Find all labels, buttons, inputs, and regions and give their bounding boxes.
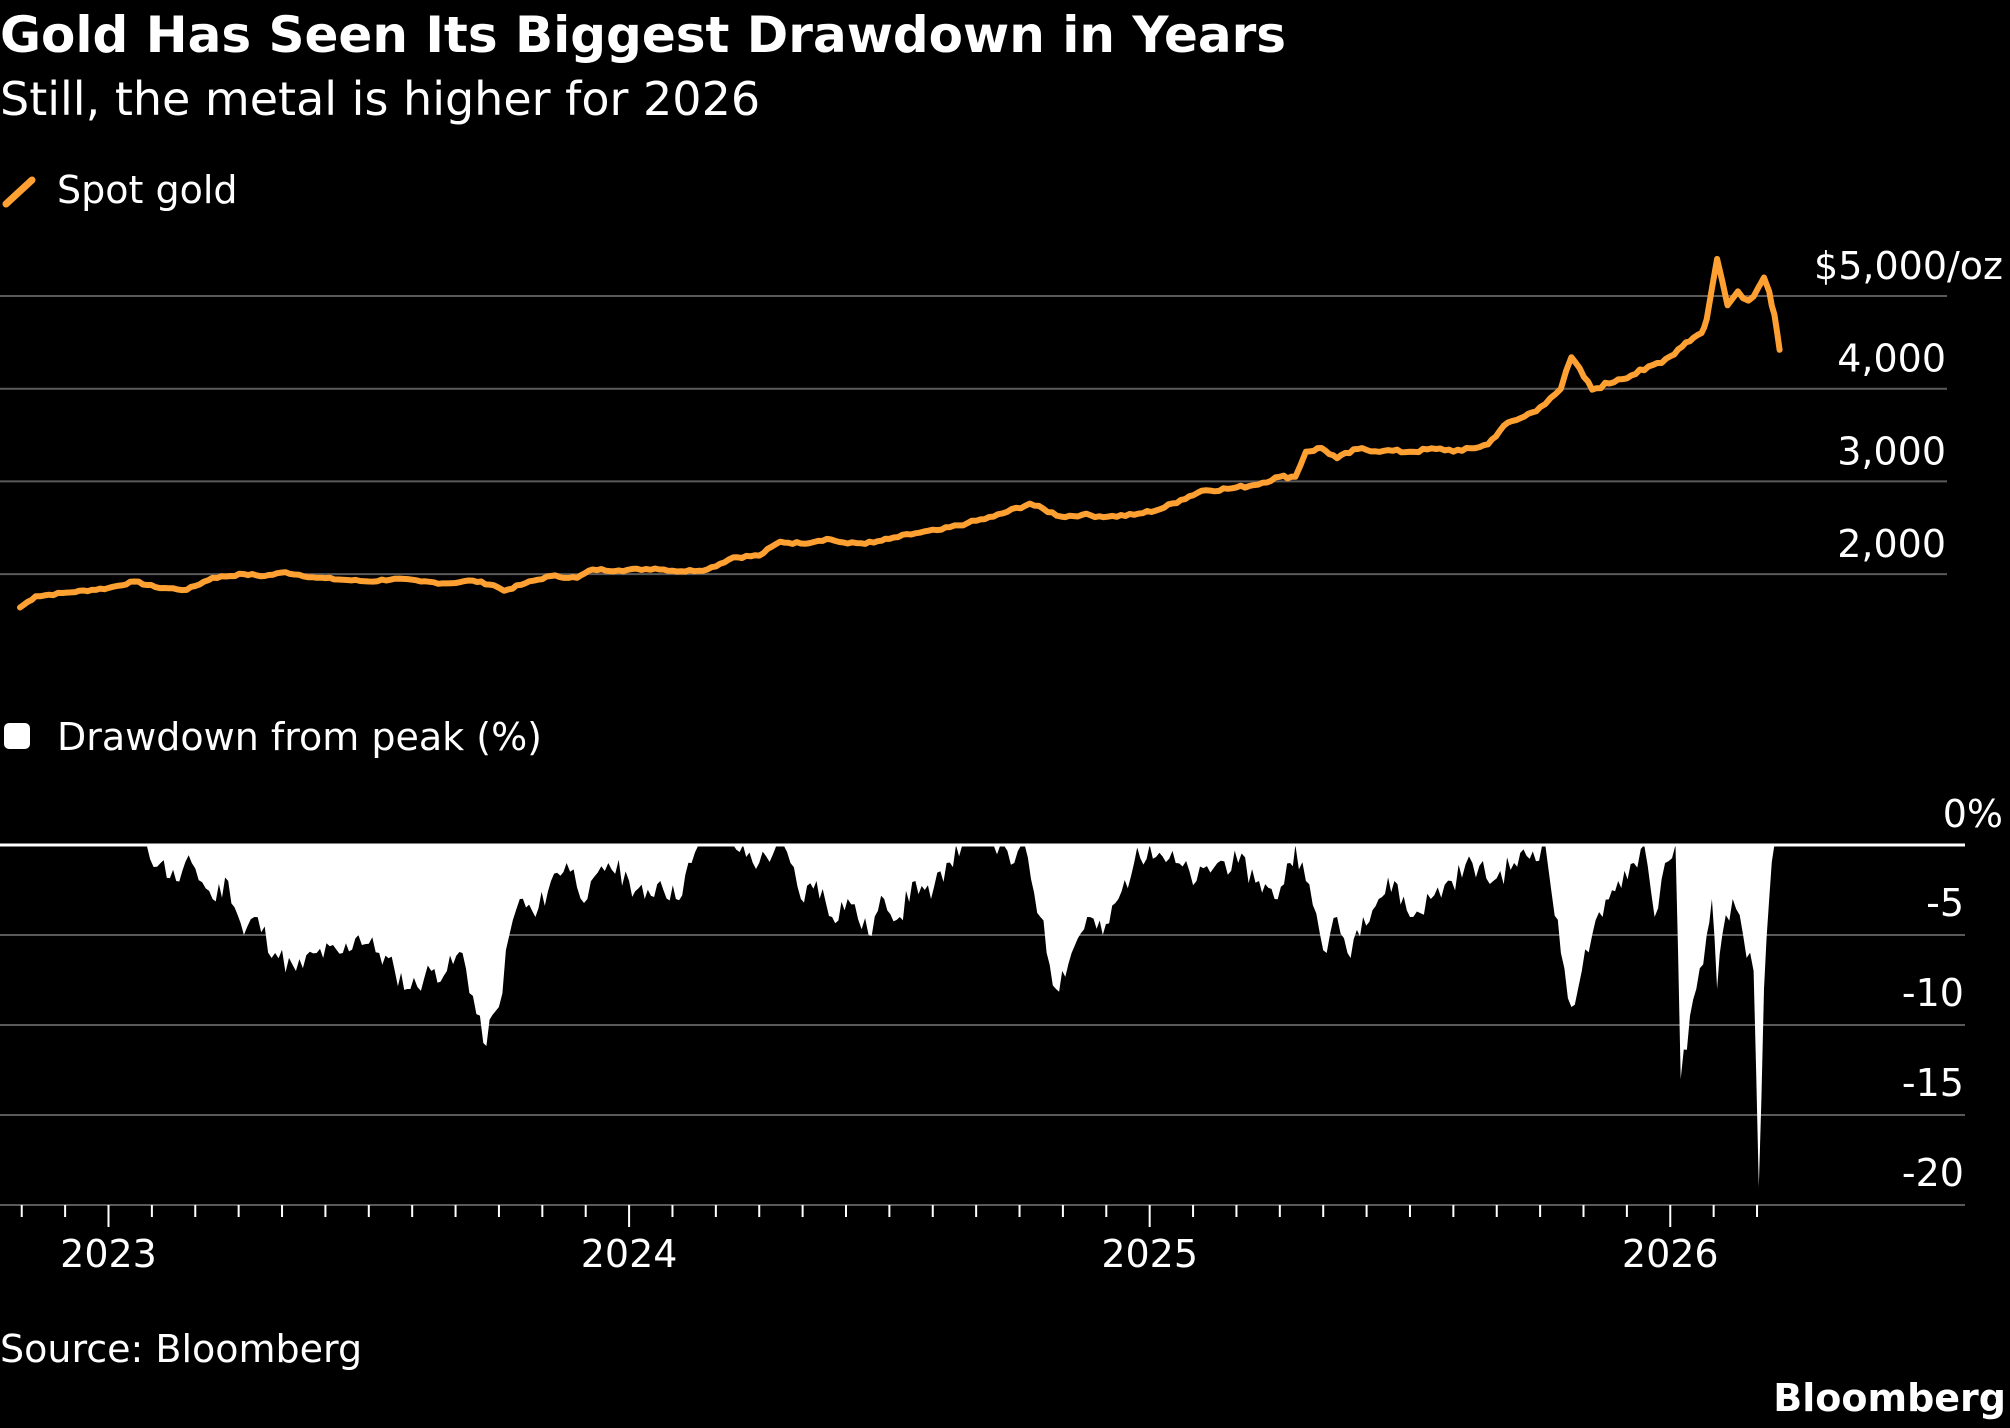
drawdown-y-tick-label: -10 [1902, 971, 1964, 1015]
x-axis: 2023 2024 2025 2026 [20, 1205, 1759, 1276]
price-y-tick-label: $5,000/oz [1814, 244, 2003, 288]
price-y-tick-label: 3,000 [1837, 429, 1946, 473]
x-tick-label-2026: 2026 [1622, 1232, 1719, 1276]
price-gridlines [0, 295, 1947, 576]
spot-gold-line [17, 255, 1783, 611]
bloomberg-logo: Bloomberg [1773, 1376, 2006, 1420]
chart-title: Gold Has Seen Its Biggest Drawdown in Ye… [0, 6, 1286, 64]
drawdown-legend-swatch [4, 723, 30, 749]
price-legend: Spot gold [2, 168, 238, 212]
drawdown-legend: Drawdown from peak (%) [4, 715, 542, 759]
x-tick-label-2025: 2025 [1101, 1232, 1198, 1276]
x-tick-label-2024: 2024 [581, 1232, 678, 1276]
drawdown-y-tick-label: -20 [1902, 1151, 1964, 1195]
drawdown-y-tick-label: -5 [1926, 881, 1964, 925]
drawdown-legend-label: Drawdown from peak (%) [57, 715, 542, 759]
spot-gold-legend-label: Spot gold [57, 168, 238, 212]
source-note: Source: Bloomberg [0, 1327, 362, 1371]
x-tick-label-2023: 2023 [60, 1232, 157, 1276]
spot-gold-legend-swatch [2, 176, 36, 208]
price-y-tick-labels: $5,000/oz 4,000 3,000 2,000 [1814, 244, 2003, 566]
price-y-tick-label: 2,000 [1837, 522, 1946, 566]
drawdown-y-tick-labels: 0% -5 -10 -15 -20 [1902, 792, 2003, 1195]
drawdown-y-tick-label: -15 [1902, 1061, 1964, 1105]
drawdown-area [20, 845, 1790, 1187]
drawdown-gridlines [0, 934, 1965, 1206]
drawdown-y-tick-label: 0% [1943, 792, 2003, 836]
price-y-tick-label: 4,000 [1837, 337, 1946, 381]
chart-subtitle: Still, the metal is higher for 2026 [0, 72, 760, 126]
